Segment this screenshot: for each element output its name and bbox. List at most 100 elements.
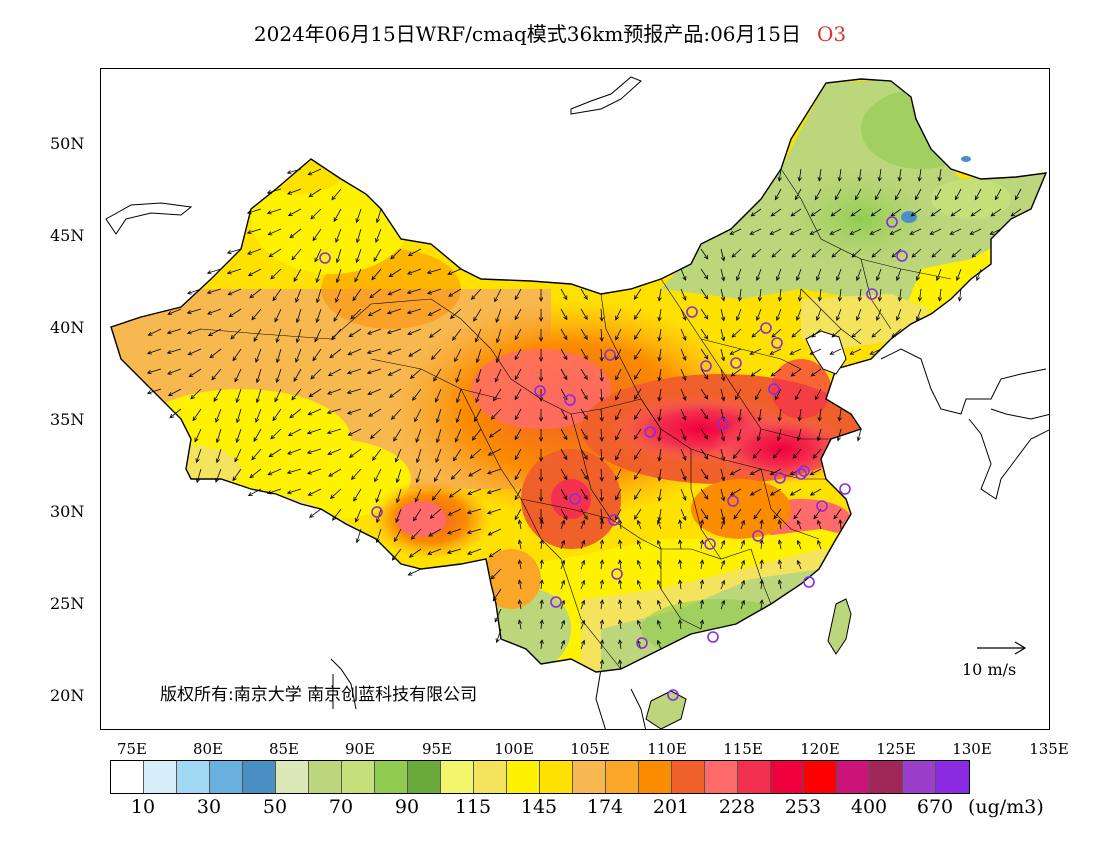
wind-arrow bbox=[327, 448, 342, 456]
station-marker bbox=[771, 337, 783, 349]
wind-arrow bbox=[796, 428, 802, 442]
wind-arrow bbox=[366, 368, 382, 375]
colorbar-cell bbox=[870, 761, 903, 793]
lon-label-90e: 90E bbox=[344, 740, 376, 758]
wind-arrow bbox=[246, 208, 262, 215]
wind-arrow bbox=[777, 579, 783, 590]
wind-arrow bbox=[599, 488, 604, 502]
wind-arrow bbox=[634, 428, 642, 440]
wind-arrow bbox=[580, 288, 588, 301]
wind-arrow bbox=[539, 579, 544, 590]
water-bodies bbox=[805, 156, 971, 375]
wind-arrow bbox=[851, 248, 862, 258]
wind-arrow bbox=[869, 228, 882, 235]
station-markers bbox=[319, 216, 908, 701]
wind-arrow bbox=[700, 388, 709, 400]
wind-arrow bbox=[740, 559, 745, 570]
wind-arrow bbox=[368, 408, 382, 417]
wind-arrow bbox=[634, 368, 642, 380]
lat-label-45n: 45N bbox=[50, 226, 85, 245]
wind-arrow bbox=[657, 308, 662, 322]
wind-arrow bbox=[474, 328, 482, 343]
wind-arrow bbox=[495, 348, 502, 364]
wind-arrow bbox=[429, 508, 442, 519]
wind-arrow bbox=[473, 308, 482, 322]
wind-arrow bbox=[850, 208, 862, 217]
wind-arrow bbox=[731, 248, 742, 258]
wind-arrow bbox=[618, 579, 623, 590]
map-panel bbox=[100, 68, 1050, 730]
wind-arrow bbox=[268, 248, 282, 258]
wind-arrow bbox=[615, 468, 622, 481]
wind-arrow bbox=[514, 408, 522, 421]
wind-arrow bbox=[580, 559, 586, 570]
wind-arrow bbox=[235, 428, 242, 444]
wind-arrow bbox=[215, 408, 222, 423]
colorbar-cell bbox=[936, 761, 969, 793]
wind-arrow bbox=[777, 519, 783, 530]
wind-arrow bbox=[195, 448, 202, 464]
wind-arrow bbox=[636, 539, 642, 550]
wind-arrow bbox=[796, 559, 802, 570]
wind-arrow bbox=[560, 639, 566, 650]
wind-arrow bbox=[349, 448, 362, 458]
wind-arrow bbox=[580, 579, 586, 590]
wind-arrow bbox=[831, 328, 842, 338]
wind-arrow bbox=[751, 248, 762, 258]
wind-arrow bbox=[395, 488, 402, 504]
wind-arrow bbox=[680, 468, 687, 481]
wind-arrow bbox=[275, 368, 282, 384]
wind-arrow bbox=[435, 448, 442, 463]
wind-arrow bbox=[375, 528, 382, 544]
lon-label-85e: 85E bbox=[268, 740, 300, 758]
wind-arrow bbox=[580, 308, 588, 321]
wind-arrow bbox=[829, 348, 842, 355]
wind-arrow bbox=[335, 268, 342, 284]
wind-arrow bbox=[495, 628, 502, 644]
wind-arrow bbox=[777, 168, 782, 182]
wind-arrow bbox=[447, 268, 462, 276]
station-marker bbox=[667, 689, 679, 701]
wind-arrow bbox=[412, 388, 422, 401]
wind-arrow bbox=[837, 168, 842, 182]
wind-arrow bbox=[355, 528, 362, 544]
wind-arrow bbox=[895, 268, 902, 282]
wind-arrow bbox=[272, 288, 282, 302]
wind-arrow bbox=[355, 248, 362, 264]
wind-arrow bbox=[757, 288, 763, 302]
wind-arrow bbox=[656, 539, 662, 550]
wind-arrow bbox=[538, 288, 544, 302]
wind-arrow bbox=[599, 519, 605, 530]
ozone-field bbox=[111, 79, 1046, 672]
wind-arrow bbox=[287, 208, 302, 217]
wind-arrow bbox=[829, 228, 842, 235]
wind-arrow bbox=[455, 368, 462, 384]
wind-arrow bbox=[680, 288, 687, 301]
wind-arrow bbox=[355, 228, 362, 244]
wind-arrow bbox=[560, 559, 566, 570]
lon-label-135e: 135E bbox=[1029, 740, 1069, 758]
wind-arrow bbox=[449, 308, 462, 319]
lat-label-50n: 50N bbox=[50, 134, 85, 153]
wind-arrow bbox=[636, 559, 642, 570]
wind-arrow bbox=[817, 168, 822, 182]
wind-arrow bbox=[851, 328, 862, 338]
station-marker bbox=[896, 250, 908, 262]
wind-arrow bbox=[247, 488, 262, 496]
wind-arrow bbox=[915, 268, 922, 282]
wind-arrow bbox=[375, 208, 382, 224]
wind-arrow bbox=[348, 328, 362, 338]
wind-arrow bbox=[206, 288, 222, 295]
wind-arrow bbox=[772, 448, 782, 459]
wind-arrow bbox=[560, 619, 566, 630]
wind-arrow bbox=[270, 428, 282, 440]
wind-arrow bbox=[599, 348, 604, 362]
colorbar-label: 145 bbox=[520, 796, 558, 818]
wind-arrow bbox=[789, 488, 802, 496]
wind-arrow bbox=[870, 208, 882, 217]
wind-arrow bbox=[346, 368, 362, 375]
wind-arrow bbox=[775, 308, 782, 322]
wind-arrow bbox=[789, 348, 802, 355]
wind-arrow bbox=[599, 328, 604, 342]
wind-arrow bbox=[817, 539, 822, 550]
